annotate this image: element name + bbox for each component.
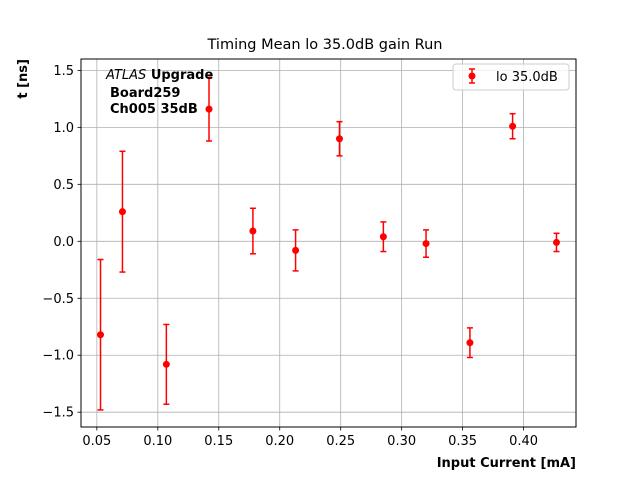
axis-ticks: 0.05 0.10 0.15 0.20 0.25 0.30 0.35 0.40 −1.5 −1.0… [42,64,538,449]
data-point [509,122,517,130]
data-point [379,233,387,241]
x-tick-label: 0.30 [387,434,416,449]
data-point [422,240,430,248]
y-tick-label: −0.5 [42,292,74,307]
grid [81,59,576,427]
annotation-board: Board259 [110,86,180,101]
data-point [466,339,474,347]
data-point [552,238,560,246]
legend-marker [468,72,476,80]
x-tick-label: 0.15 [204,434,233,449]
legend-box [452,63,570,91]
x-tick-label: 0.35 [448,434,477,449]
x-tick-label: 0.20 [265,434,294,449]
data-point [97,331,105,339]
legend: lo 35.0dB [452,63,570,91]
x-axis-label: Input Current [mA] [437,456,576,471]
data-point [162,360,170,368]
y-tick-label: 1.5 [53,64,74,79]
x-tick-label: 0.10 [143,434,172,449]
x-tick-label: 0.25 [326,434,355,449]
y-axis-label: t [ns] [16,59,31,99]
annotation-upgrade: Upgrade [151,68,214,83]
data-point [292,246,300,254]
annotation-channel: Ch005 35dB [110,102,198,117]
atlas-annotation: ATLAS Upgrade Board259 Ch005 35dB [105,68,213,117]
annotation-atlas: ATLAS [105,68,146,83]
chart-title: Timing Mean lo 35.0dB gain Run [207,37,443,53]
data-point [335,135,343,143]
y-tick-label: −1.5 [42,406,74,421]
annotation-line1: ATLAS Upgrade [105,68,213,83]
data-point [118,208,126,216]
legend-label: lo 35.0dB [496,70,558,85]
y-tick-label: 0.0 [53,235,74,250]
data-point [205,105,213,113]
plot-frame [80,58,577,428]
data-points [97,105,560,368]
x-tick-label: 0.05 [82,434,111,449]
x-tick-label: 0.40 [509,434,538,449]
y-tick-label: 1.0 [53,121,74,136]
y-tick-label: 0.5 [53,178,74,193]
y-tick-label: −1.0 [42,349,74,364]
data-point [249,227,257,235]
